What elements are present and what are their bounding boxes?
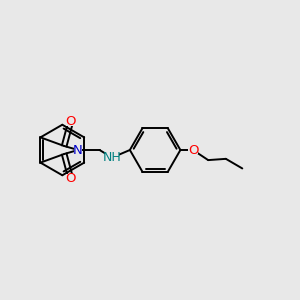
Bar (66, 174, 76, 183)
Bar (66, 117, 76, 126)
Text: O: O (65, 115, 76, 128)
Text: O: O (65, 172, 76, 185)
Bar (74, 146, 82, 154)
Text: N: N (73, 143, 83, 157)
Text: O: O (188, 143, 198, 157)
Text: NH: NH (103, 151, 122, 164)
Bar (188, 146, 198, 154)
Bar (106, 153, 119, 162)
